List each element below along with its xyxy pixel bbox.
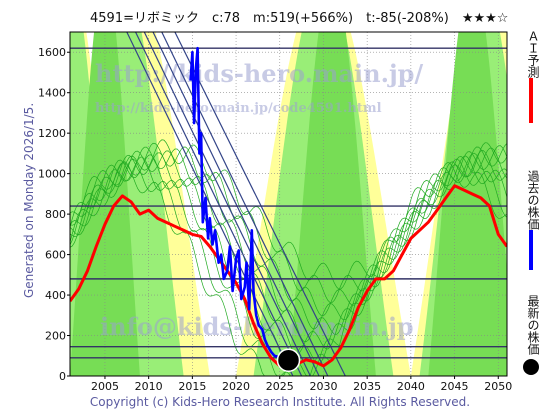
trend-line-2 (143, 32, 311, 376)
trend-line-5 (174, 32, 346, 376)
legend-latest-price-label: 最新の株価 (526, 295, 540, 355)
y-tick-label-200: 200 (45, 330, 66, 343)
watermark-url2: http://kids-hero.main.jp/code4591.html (95, 101, 382, 116)
trend-line-0 (126, 32, 294, 376)
y-tick-label-0: 0 (59, 370, 66, 383)
legend-past-price: 過去の株価 (520, 170, 542, 270)
y-tick-label-1200: 1200 (38, 127, 66, 140)
latest-price-dot (276, 348, 301, 372)
legend-ai-forecast-swatch (529, 78, 533, 123)
y-tick-label-1000: 1000 (38, 168, 66, 181)
x-tick-label-2005: 2005 (91, 380, 119, 393)
trend-line-4 (161, 32, 329, 376)
x-tick-label-2050: 2050 (484, 380, 512, 393)
green-band-line-5 (70, 152, 507, 355)
legend-past-price-label: 過去の株価 (526, 170, 540, 230)
copyright-text: Copyright (c) Kids-Hero Research Institu… (89, 395, 471, 409)
green-band-line-0 (70, 139, 507, 290)
x-tick-label-2035: 2035 (353, 380, 381, 393)
legend-past-price-swatch (529, 230, 533, 270)
legend-ai-forecast-label: ＡＩ予測 (526, 30, 540, 78)
chart-title: 4591=リボミック c:78 m:519(+566%) t:-85(-208%… (90, 11, 509, 26)
plot-frame (69, 31, 508, 377)
legend-latest-price-swatch (523, 359, 539, 375)
x-tick-label-2045: 2045 (441, 380, 469, 393)
x-tick-label-2030: 2030 (309, 380, 337, 393)
x-tick-label-2010: 2010 (135, 380, 163, 393)
green-band-line-2 (70, 145, 507, 317)
trend-line-3 (152, 32, 320, 376)
x-tick-label-2040: 2040 (397, 380, 425, 393)
watermark-url: http://kids-hero.main.jp/ (95, 59, 423, 88)
series-1-line (189, 46, 279, 359)
band-green-dark-1 (288, 32, 376, 376)
legend-ai-forecast: ＡＩ予測 (520, 30, 542, 123)
y-tick-label-600: 600 (45, 249, 66, 262)
x-tick-label-2015: 2015 (178, 380, 206, 393)
y-tick-label-1400: 1400 (38, 87, 66, 100)
y-tick-label-1600: 1600 (38, 46, 66, 59)
legend-latest-price: 最新の株価 (520, 295, 542, 375)
generated-date-label: Generated on Monday 2026/1/5. (22, 102, 36, 298)
y-tick-label-400: 400 (45, 289, 66, 302)
x-tick-label-2020: 2020 (222, 380, 250, 393)
x-tick-label-2025: 2025 (266, 380, 294, 393)
trend-line-1 (135, 32, 303, 376)
green-band-line-8 (70, 161, 507, 376)
green-band-line-4 (70, 150, 507, 343)
band-green-dark-2 (428, 32, 507, 376)
y-tick-label-800: 800 (45, 208, 66, 221)
